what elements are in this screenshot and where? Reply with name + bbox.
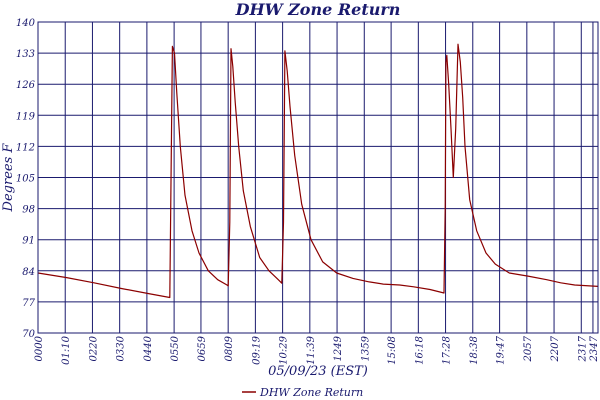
y-tick-label: 119 (16, 111, 36, 122)
grid-layer (37, 21, 598, 334)
x-tick-label: 2057 (523, 335, 534, 362)
x-tick-label: 2347 (589, 335, 600, 362)
y-tick-label: 91 (22, 236, 35, 247)
y-tick-label: 84 (22, 267, 35, 278)
series-layer (37, 43, 599, 299)
x-tick-label: 0220 (88, 335, 99, 361)
x-tick-label: 16:18 (414, 336, 425, 365)
y-tick-label: 112 (16, 142, 35, 153)
x-tick-label: 18:38 (469, 336, 480, 365)
x-tick-label: 1359 (360, 335, 371, 361)
x-tick-label: 10:29 (279, 335, 290, 364)
x-tick-label: 0000 (34, 335, 45, 361)
legend: DHW Zone Return (242, 386, 363, 399)
x-tick-label: 2317 (577, 335, 588, 362)
x-tick-label: 0659 (197, 335, 208, 361)
x-tick-label: 0550 (170, 335, 181, 361)
y-axis-ticks: 70 77 84 91 98 105 112 119 126 133 140 (16, 18, 36, 340)
x-tick-label: 0809 (224, 335, 235, 361)
x-tick-label: 0330 (116, 335, 127, 361)
y-tick-label: 105 (16, 174, 35, 185)
y-tick-label: 126 (16, 80, 36, 91)
x-tick-label: 01:10 (61, 335, 72, 364)
x-tick-label: 09:19 (251, 335, 262, 364)
x-tick-label: 1249 (333, 335, 344, 361)
y-axis-label: Degrees F (1, 143, 16, 213)
x-tick-label: 2207 (550, 335, 561, 362)
x-tick-label: 15:08 (387, 336, 398, 365)
legend-label: DHW Zone Return (259, 386, 363, 399)
x-axis-ticks: 0000 01:10 0220 0330 0440 0550 0659 0809 09:19 10… (34, 335, 600, 364)
plot-frame (37, 21, 599, 334)
chart-title: DHW Zone Return (235, 0, 401, 19)
x-tick-label: 0440 (143, 335, 154, 361)
series-line-0 (37, 43, 599, 299)
y-tick-label: 77 (22, 298, 35, 309)
x-tick-label: 11:39 (306, 335, 317, 364)
x-axis-label: 05/09/23 (EST) (268, 364, 368, 379)
x-tick-label: 17:28 (442, 336, 453, 365)
y-tick-label: 98 (22, 205, 35, 216)
x-tick-label: 19:47 (496, 335, 507, 364)
y-tick-label: 140 (16, 18, 36, 29)
y-tick-label: 133 (16, 49, 35, 60)
y-tick-label: 70 (22, 329, 35, 340)
